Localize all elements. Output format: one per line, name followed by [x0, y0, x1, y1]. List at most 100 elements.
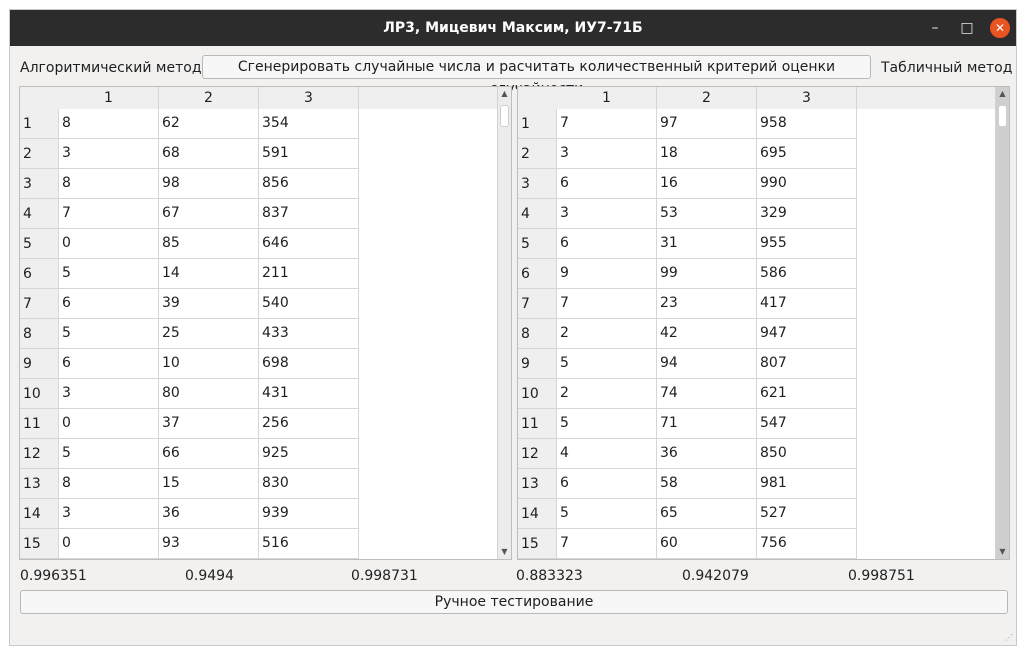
- table-cell[interactable]: 23: [657, 289, 757, 319]
- row-header[interactable]: 4: [20, 199, 59, 229]
- table-row[interactable]: 11 5 71 547: [518, 409, 857, 439]
- table-cell[interactable]: 527: [757, 499, 857, 529]
- table-cell[interactable]: 756: [757, 529, 857, 559]
- table-cell[interactable]: 53: [657, 199, 757, 229]
- table-corner[interactable]: [518, 87, 557, 109]
- table-cell[interactable]: 433: [259, 319, 359, 349]
- table-cell[interactable]: 14: [159, 259, 259, 289]
- table-cell[interactable]: 5: [59, 259, 159, 289]
- table-cell[interactable]: 981: [757, 469, 857, 499]
- vertical-scrollbar[interactable]: ▲ ▼: [497, 87, 511, 559]
- title-bar[interactable]: ЛР3, Мицевич Максим, ИУ7-71Б – □ ✕: [10, 10, 1016, 46]
- table-cell[interactable]: 6: [557, 469, 657, 499]
- row-header[interactable]: 1: [20, 109, 59, 139]
- table-row[interactable]: 11 0 37 256: [20, 409, 359, 439]
- table-cell[interactable]: 7: [557, 529, 657, 559]
- table-cell[interactable]: 837: [259, 199, 359, 229]
- table-cell[interactable]: 5: [557, 349, 657, 379]
- table-cell[interactable]: 36: [657, 439, 757, 469]
- row-header[interactable]: 8: [518, 319, 557, 349]
- table-row[interactable]: 15 0 93 516: [20, 529, 359, 559]
- table-row[interactable]: 13 6 58 981: [518, 469, 857, 499]
- table-cell[interactable]: 586: [757, 259, 857, 289]
- table-cell[interactable]: 8: [59, 469, 159, 499]
- tabular-table[interactable]: 1 2 3 1 7 97 958 2 3 18 695 3 6 16 990 4 3 53 329 5 6 31 95…: [517, 86, 1010, 560]
- column-header[interactable]: 1: [59, 87, 159, 109]
- table-cell[interactable]: 2: [557, 319, 657, 349]
- row-header[interactable]: 10: [518, 379, 557, 409]
- table-row[interactable]: 3 8 98 856: [20, 169, 359, 199]
- table-cell[interactable]: 37: [159, 409, 259, 439]
- scroll-up-icon[interactable]: ▲: [501, 89, 508, 98]
- table-cell[interactable]: 60: [657, 529, 757, 559]
- row-header[interactable]: 5: [518, 229, 557, 259]
- table-cell[interactable]: 354: [259, 109, 359, 139]
- table-row[interactable]: 13 8 15 830: [20, 469, 359, 499]
- table-cell[interactable]: 9: [557, 259, 657, 289]
- table-cell[interactable]: 3: [59, 139, 159, 169]
- table-cell[interactable]: 5: [59, 439, 159, 469]
- table-corner[interactable]: [20, 87, 59, 109]
- table-cell[interactable]: 10: [159, 349, 259, 379]
- row-header[interactable]: 3: [20, 169, 59, 199]
- column-header[interactable]: 3: [259, 87, 359, 109]
- close-icon[interactable]: ✕: [990, 18, 1010, 38]
- table-row[interactable]: 2 3 18 695: [518, 139, 857, 169]
- column-header[interactable]: 2: [657, 87, 757, 109]
- table-cell[interactable]: 8: [59, 169, 159, 199]
- table-cell[interactable]: 431: [259, 379, 359, 409]
- table-cell[interactable]: 830: [259, 469, 359, 499]
- row-header[interactable]: 3: [518, 169, 557, 199]
- table-cell[interactable]: 5: [557, 409, 657, 439]
- table-cell[interactable]: 547: [757, 409, 857, 439]
- table-cell[interactable]: 68: [159, 139, 259, 169]
- table-cell[interactable]: 3: [557, 199, 657, 229]
- table-cell[interactable]: 211: [259, 259, 359, 289]
- table-cell[interactable]: 42: [657, 319, 757, 349]
- row-header[interactable]: 11: [518, 409, 557, 439]
- table-cell[interactable]: 6: [557, 169, 657, 199]
- resize-grip-icon[interactable]: ⋰: [1005, 633, 1013, 642]
- table-row[interactable]: 9 6 10 698: [20, 349, 359, 379]
- table-row[interactable]: 8 2 42 947: [518, 319, 857, 349]
- table-cell[interactable]: 94: [657, 349, 757, 379]
- algorithmic-table[interactable]: 1 2 3 1 8 62 354 2 3 68 591 3 8 98 856 4 7 67 837 5 0 85 64…: [19, 86, 512, 560]
- table-cell[interactable]: 0: [59, 409, 159, 439]
- table-cell[interactable]: 695: [757, 139, 857, 169]
- table-row[interactable]: 14 3 36 939: [20, 499, 359, 529]
- scroll-down-icon[interactable]: ▼: [501, 547, 508, 556]
- row-header[interactable]: 14: [518, 499, 557, 529]
- row-header[interactable]: 7: [20, 289, 59, 319]
- row-header[interactable]: 6: [518, 259, 557, 289]
- table-cell[interactable]: 16: [657, 169, 757, 199]
- table-cell[interactable]: 6: [557, 229, 657, 259]
- table-cell[interactable]: 4: [557, 439, 657, 469]
- manual-testing-button[interactable]: Ручное тестирование: [20, 590, 1008, 614]
- table-cell[interactable]: 939: [259, 499, 359, 529]
- table-cell[interactable]: 36: [159, 499, 259, 529]
- table-cell[interactable]: 0: [59, 529, 159, 559]
- table-row[interactable]: 6 5 14 211: [20, 259, 359, 289]
- table-row[interactable]: 14 5 65 527: [518, 499, 857, 529]
- table-cell[interactable]: 5: [59, 319, 159, 349]
- table-cell[interactable]: 3: [59, 499, 159, 529]
- table-cell[interactable]: 698: [259, 349, 359, 379]
- table-cell[interactable]: 93: [159, 529, 259, 559]
- row-header[interactable]: 11: [20, 409, 59, 439]
- row-header[interactable]: 2: [20, 139, 59, 169]
- table-cell[interactable]: 6: [59, 349, 159, 379]
- table-cell[interactable]: 98: [159, 169, 259, 199]
- table-row[interactable]: 5 0 85 646: [20, 229, 359, 259]
- table-cell[interactable]: 856: [259, 169, 359, 199]
- row-header[interactable]: 9: [518, 349, 557, 379]
- table-cell[interactable]: 8: [59, 109, 159, 139]
- row-header[interactable]: 4: [518, 199, 557, 229]
- row-header[interactable]: 13: [20, 469, 59, 499]
- table-cell[interactable]: 955: [757, 229, 857, 259]
- table-cell[interactable]: 80: [159, 379, 259, 409]
- table-cell[interactable]: 7: [557, 289, 657, 319]
- table-cell[interactable]: 807: [757, 349, 857, 379]
- row-header[interactable]: 6: [20, 259, 59, 289]
- table-cell[interactable]: 6: [59, 289, 159, 319]
- table-cell[interactable]: 540: [259, 289, 359, 319]
